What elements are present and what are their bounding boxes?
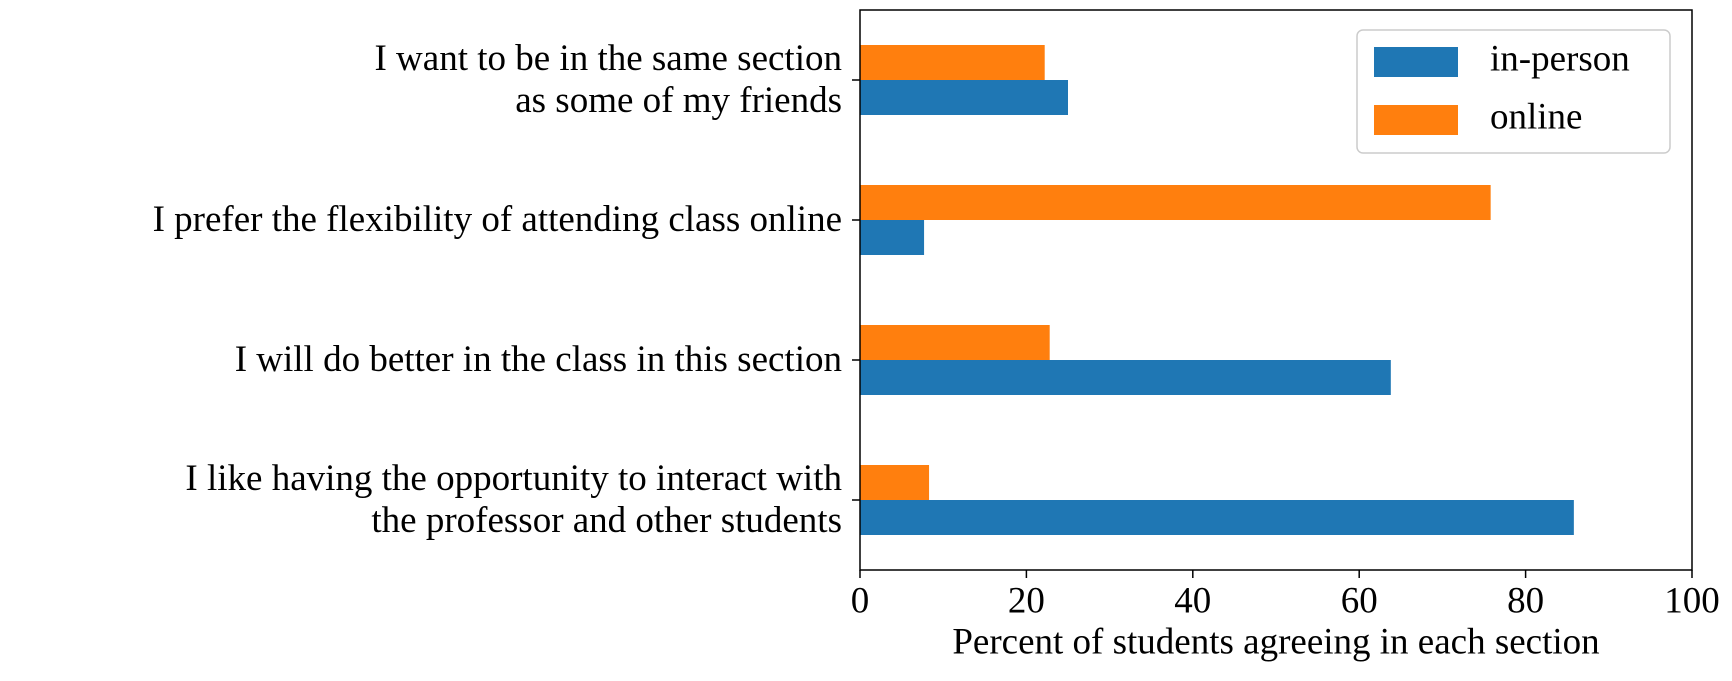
bar [860, 185, 1491, 220]
y-tick-label: I like having the opportunity to interac… [185, 458, 842, 541]
bar [860, 45, 1045, 80]
bar [860, 325, 1050, 360]
bar [860, 220, 925, 255]
bar [860, 80, 1068, 115]
x-tick-label: 0 [851, 580, 870, 621]
legend-label: in-person [1490, 38, 1630, 79]
x-tick-label: 60 [1341, 580, 1378, 621]
x-tick-label: 20 [1008, 580, 1045, 621]
y-tick-label: I want to be in the same section as some… [374, 38, 842, 121]
y-tick-label: I prefer the flexibility of attending cl… [152, 199, 842, 240]
bar [860, 360, 1391, 395]
x-tick-label: 80 [1507, 580, 1544, 621]
legend-swatch [1374, 47, 1458, 77]
y-tick-label: I will do better in the class in this se… [234, 339, 842, 380]
plot-frame [859, 9, 1693, 571]
bar [860, 465, 930, 500]
bar [860, 500, 1574, 535]
x-axis-label: Percent of students agreeing in each sec… [952, 621, 1599, 662]
legend-label: online [1490, 96, 1582, 137]
legend-swatch [1374, 105, 1458, 135]
x-tick-label: 40 [1174, 580, 1211, 621]
x-tick-label: 100 [1664, 580, 1720, 621]
